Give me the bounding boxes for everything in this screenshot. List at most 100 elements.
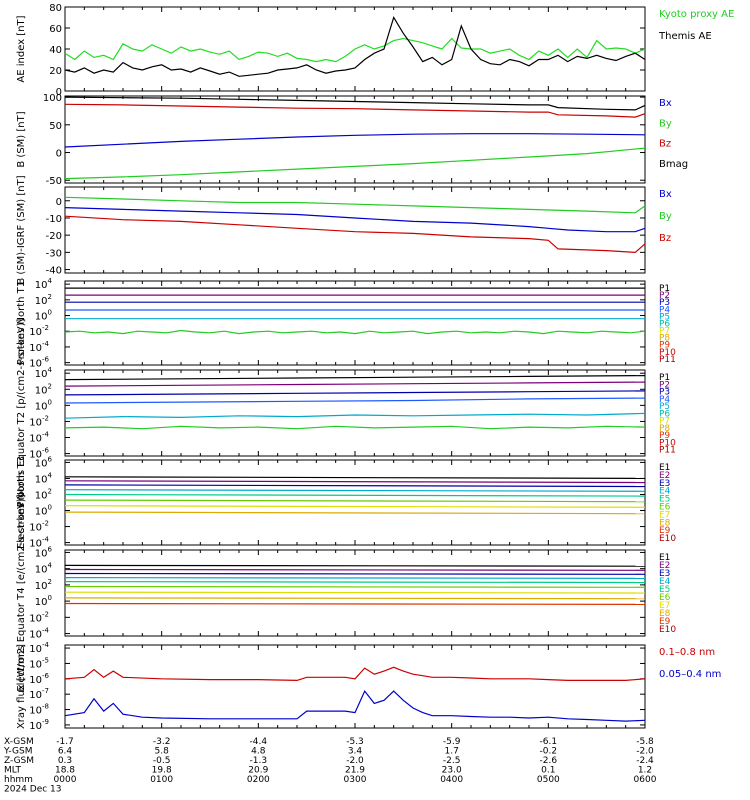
legend-label: E6: [659, 593, 671, 603]
y-tick-exponent: -5: [42, 656, 49, 664]
series-line-e8: [64, 597, 646, 600]
series-line-e5: [64, 580, 646, 584]
x-tick-value: 3.4: [348, 747, 363, 757]
series-line-themis-ae: [64, 16, 646, 77]
legend-label: P2: [659, 380, 670, 390]
x-tick-value: -6.1: [540, 737, 558, 747]
y-tick-label: -50: [46, 176, 62, 187]
legend-label: E6: [659, 503, 671, 513]
series-line-bz: [64, 215, 646, 254]
x-row-label: Y-GSM: [3, 747, 32, 757]
y-axis-label: Xray flux [W/m2]: [16, 644, 27, 729]
x-tick-value: 20.9: [248, 766, 268, 776]
legend-label: E7: [659, 601, 670, 611]
legend-label: E3: [659, 479, 670, 489]
series-line-p4: [64, 397, 646, 404]
legend-label: P4: [659, 395, 670, 405]
y-tick-exponent: -4: [42, 340, 50, 348]
legend-label: P2: [659, 291, 670, 301]
series-line-e7: [64, 591, 646, 594]
legend-label: P1: [659, 373, 670, 383]
x-tick-value: 1.2: [638, 766, 652, 776]
x-tick-value: -1.3: [250, 756, 268, 766]
x-tick-value: -5.3: [346, 737, 364, 747]
y-tick-exponent: 2: [48, 578, 52, 586]
legend-label: E1: [659, 553, 670, 563]
series-line-bmag: [64, 96, 646, 111]
y-tick-label: 0: [56, 87, 62, 98]
legend-label: E3: [659, 569, 670, 579]
series-line-e2: [64, 480, 646, 484]
y-tick-label: -30: [46, 248, 62, 259]
x-tick-value: 0400: [440, 775, 463, 785]
legend-label: E4: [659, 577, 671, 587]
legend-label: Bz: [659, 139, 671, 150]
legend-label: P11: [659, 446, 676, 456]
series-line-0-1-0-8-nm: [64, 666, 646, 682]
x-tick-value: -2.0: [346, 756, 364, 766]
legend-label: P4: [659, 305, 670, 315]
series-line-kyoto-proxy-ae: [64, 37, 646, 63]
y-tick-exponent: 2: [48, 382, 52, 390]
y-tick-exponent: 2: [48, 293, 52, 301]
x-tick-value: 5.8: [155, 747, 170, 757]
legend-label: E5: [659, 585, 670, 595]
series-line-e5: [64, 493, 646, 497]
series-line-e3: [64, 572, 646, 575]
x-tick-value: 0000: [54, 775, 77, 785]
y-tick-exponent: -8: [42, 703, 49, 711]
legend-label: P7: [659, 417, 670, 427]
legend-label: P3: [659, 298, 670, 308]
series-line-bx: [64, 207, 646, 233]
legend-label: E1: [659, 463, 670, 473]
series-line-bz: [64, 103, 646, 118]
x-tick-value: 0100: [150, 775, 173, 785]
legend-label: Bx: [659, 189, 672, 200]
legend-label: P10: [659, 438, 676, 448]
y-tick-exponent: -2: [42, 610, 49, 618]
legend-label: E9: [659, 617, 671, 627]
x-tick-value: 23.0: [442, 766, 462, 776]
legend-label: P6: [659, 409, 670, 419]
x-tick-value: 0300: [344, 775, 367, 785]
series-line-e4: [64, 576, 646, 580]
y-tick-label: -20: [46, 231, 62, 242]
panel-bsm: -50 0 50 100 B (SM) [nT] Bx By Bz Bmag: [16, 93, 688, 187]
x-tick-value: 18.8: [55, 766, 75, 776]
x-tick-value: 0500: [537, 775, 560, 785]
y-axis-label: Electrons North T3: [16, 456, 27, 549]
series-line-p6: [64, 425, 646, 430]
x-tick-value: -2.0: [636, 747, 654, 757]
y-tick-label: 100: [43, 93, 62, 104]
y-axis-label: Protons Equator T2 [p/(cm2-s-sr-keV)]: [16, 318, 27, 507]
y-tick-exponent: 2: [48, 487, 52, 495]
y-tick-label: 40: [49, 45, 62, 56]
x-row-label: Z-GSM: [4, 756, 34, 766]
legend-label: By: [659, 118, 672, 129]
y-tick-exponent: -2: [42, 324, 49, 332]
x-tick-value: -0.5: [153, 756, 171, 766]
y-tick-label: 80: [49, 3, 62, 14]
y-tick-exponent: -6: [42, 447, 50, 455]
series-line-e2: [64, 568, 646, 571]
y-tick-exponent: 6: [48, 455, 53, 463]
series-line-e3: [64, 484, 646, 488]
legend-label: P7: [659, 327, 670, 337]
legend-label: E7: [659, 510, 670, 520]
series-line-e1: [64, 476, 646, 479]
x-row-label: X-GSM: [4, 737, 34, 747]
series-line-p1: [64, 375, 646, 381]
x-tick-value: 21.9: [345, 766, 365, 776]
y-axis-label: Electrons Equator T4 [e/(cm2-s-sr-keV)]: [16, 494, 27, 691]
series-line-0-05-0-4-nm: [64, 689, 646, 722]
legend-label: P1: [659, 284, 670, 294]
legend-label: E8: [659, 518, 671, 528]
legend-label: E8: [659, 609, 671, 619]
x-tick-value: 6.4: [58, 747, 73, 757]
legend-label: E10: [659, 625, 676, 635]
legend-label: P9: [659, 431, 670, 441]
legend-label: 0.05–0.4 nm: [659, 669, 721, 680]
series-line-e8: [64, 511, 646, 515]
